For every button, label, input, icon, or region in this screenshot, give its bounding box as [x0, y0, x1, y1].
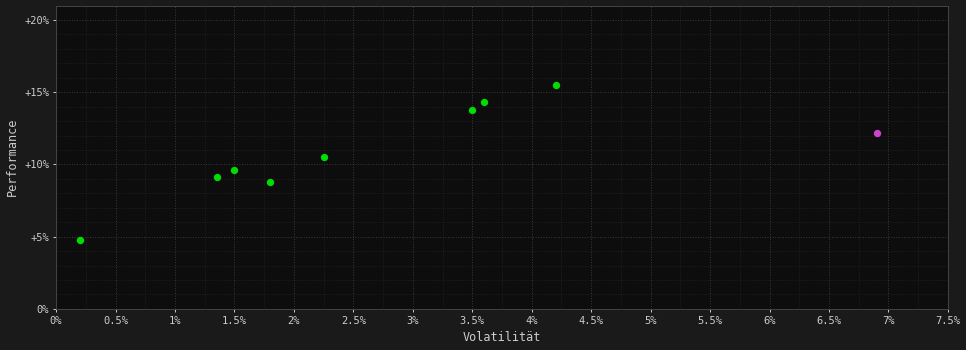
Y-axis label: Performance: Performance [6, 118, 18, 196]
Point [316, 154, 331, 160]
Point [548, 82, 563, 88]
Point [476, 99, 492, 105]
Point [263, 179, 278, 184]
Point [227, 167, 242, 173]
Point [465, 107, 480, 112]
Point [868, 130, 884, 135]
Point [209, 175, 224, 180]
X-axis label: Volatilität: Volatilität [463, 331, 541, 344]
Point [72, 237, 88, 243]
